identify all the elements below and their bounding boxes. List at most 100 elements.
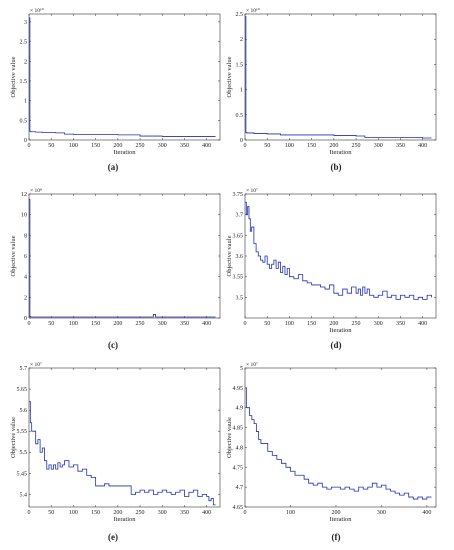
x-tick-label: 350 — [396, 143, 405, 149]
y-tick-label: 5.45 — [17, 471, 28, 477]
x-tick-label: 350 — [396, 321, 405, 327]
y-tick-label: 1 — [24, 99, 27, 105]
y-tick-label: 5 — [240, 366, 243, 372]
y-tick-label: 1.5 — [236, 62, 244, 68]
y-tick-label: 3.5 — [236, 295, 244, 301]
x-tick-label: 0 — [28, 143, 31, 149]
x-tick-label: 150 — [307, 321, 316, 327]
y-tick-label: 5.55 — [17, 429, 28, 435]
x-tick-label: 300 — [374, 143, 383, 149]
y-tick-label: 5.4 — [20, 492, 28, 498]
panel-caption: (d) — [331, 340, 342, 350]
y-exponent-label: × 10⁷ — [246, 188, 258, 194]
series-line — [29, 401, 216, 506]
x-axis-label: Iteration — [113, 516, 136, 523]
x-tick-label: 200 — [329, 143, 338, 149]
x-tick-label: 200 — [331, 510, 340, 516]
y-exponent-label: × 10⁷ — [246, 362, 258, 368]
x-axis-label: Iteration — [329, 149, 352, 156]
y-tick-label: 0 — [24, 138, 27, 144]
x-tick-label: 300 — [374, 321, 383, 327]
y-tick-label: 0.5 — [236, 113, 244, 119]
y-exponent-label: × 10¹⁰ — [246, 7, 261, 14]
x-tick-label: 50 — [264, 143, 270, 149]
x-axis-label: Iteration — [113, 149, 136, 156]
panel-caption: (f) — [332, 532, 341, 542]
y-axis-label: Objective value — [226, 56, 233, 97]
y-tick-label: 4.65 — [233, 505, 244, 511]
y-tick-label: 5.5 — [20, 450, 28, 456]
plot-frame — [28, 13, 221, 141]
y-axis-label: Objective value — [10, 56, 17, 97]
y-tick-label: 10 — [21, 213, 27, 219]
x-tick-label: 0 — [28, 321, 31, 327]
y-tick-label: 5.6 — [20, 408, 28, 414]
x-tick-label: 100 — [69, 510, 78, 516]
x-tick-label: 250 — [136, 510, 145, 516]
y-tick-label: 2 — [24, 295, 27, 301]
y-tick-label: 12 — [21, 192, 27, 198]
x-tick-label: 50 — [48, 143, 54, 149]
x-tick-label: 150 — [307, 143, 316, 149]
x-tick-label: 150 — [91, 510, 100, 516]
x-tick-label: 200 — [113, 321, 122, 327]
x-tick-label: 0 — [244, 510, 247, 516]
series-line — [29, 198, 216, 318]
x-axis-label: Iteration — [329, 516, 352, 523]
x-tick-label: 400 — [418, 143, 427, 149]
series-line — [245, 16, 432, 139]
x-tick-label: 0 — [244, 321, 247, 327]
x-tick-label: 350 — [180, 321, 189, 327]
x-tick-label: 400 — [202, 321, 211, 327]
plot-frame — [244, 367, 437, 508]
y-tick-label: 2 — [24, 59, 27, 65]
panel-caption: (b) — [331, 162, 342, 172]
y-tick-label: 1 — [240, 88, 243, 94]
x-tick-label: 300 — [158, 510, 167, 516]
y-axis-label: Objective value — [10, 235, 17, 276]
y-tick-label: 2 — [240, 37, 243, 43]
x-tick-label: 0 — [28, 510, 31, 516]
y-tick-label: 6 — [24, 254, 27, 260]
x-tick-label: 350 — [180, 510, 189, 516]
y-exponent-label: × 10¹⁰ — [30, 7, 45, 14]
y-axis-label: Objective vaule — [226, 235, 233, 276]
y-tick-label: 5.65 — [17, 387, 28, 393]
y-tick-label: 2.5 — [20, 40, 28, 46]
y-tick-label: 5.7 — [20, 366, 28, 372]
x-tick-label: 350 — [180, 143, 189, 149]
plot-frame — [244, 193, 437, 319]
y-tick-label: 3 — [24, 20, 27, 26]
y-tick-label: 4.85 — [233, 426, 244, 432]
panel-caption: (c) — [108, 340, 118, 350]
plot-frame — [28, 193, 221, 319]
y-tick-label: 3.55 — [233, 275, 244, 281]
x-tick-label: 200 — [329, 321, 338, 327]
y-exponent-label: × 10⁸ — [30, 188, 42, 194]
x-tick-label: 0 — [244, 143, 247, 149]
x-tick-label: 100 — [286, 510, 295, 516]
y-tick-label: 0 — [240, 138, 243, 144]
x-tick-label: 100 — [69, 143, 78, 149]
x-tick-label: 400 — [418, 321, 427, 327]
x-tick-label: 400 — [202, 510, 211, 516]
y-axis-label: Objective value — [10, 417, 17, 458]
x-tick-label: 400 — [422, 510, 431, 516]
x-tick-label: 100 — [69, 321, 78, 327]
x-tick-label: 200 — [113, 143, 122, 149]
y-tick-label: 4.95 — [233, 386, 244, 392]
x-tick-label: 300 — [158, 321, 167, 327]
plot-frame — [244, 13, 437, 141]
y-exponent-label: × 10⁷ — [30, 362, 42, 368]
x-tick-label: 250 — [352, 143, 361, 149]
x-axis-label: Iteration — [329, 327, 352, 334]
plot-frame — [28, 367, 221, 508]
x-tick-label: 250 — [136, 321, 145, 327]
x-tick-label: 300 — [377, 510, 386, 516]
y-tick-label: 4.7 — [236, 485, 244, 491]
y-tick-label: 3.7 — [236, 213, 244, 219]
y-tick-label: 3.75 — [233, 192, 244, 198]
series-line — [245, 387, 432, 500]
series-line — [29, 17, 216, 137]
x-tick-label: 250 — [136, 143, 145, 149]
